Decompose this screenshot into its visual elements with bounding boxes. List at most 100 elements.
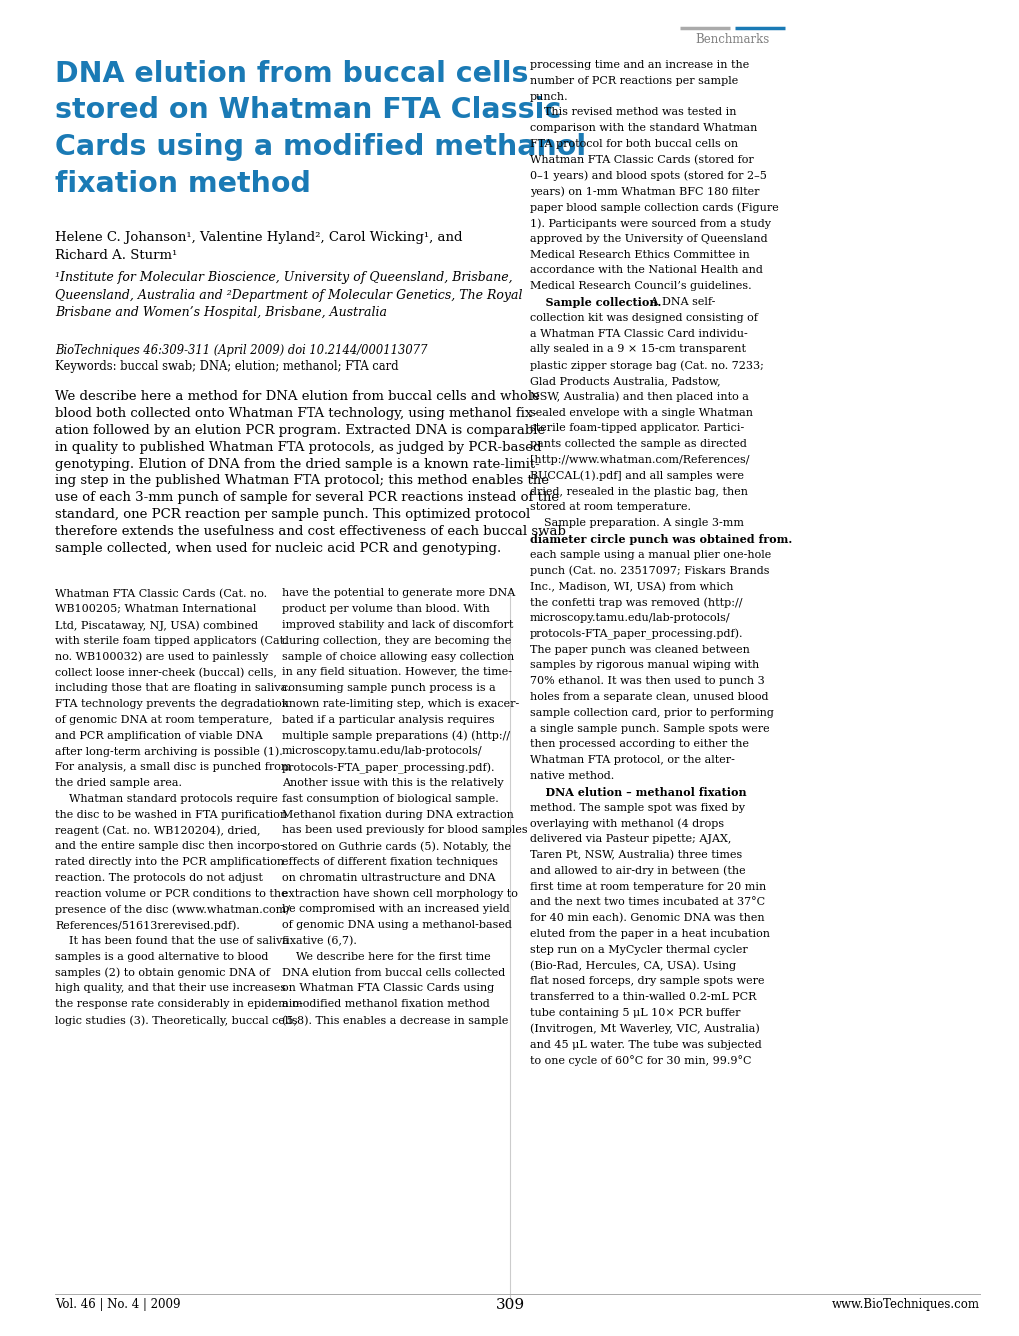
Text: For analysis, a small disc is punched from: For analysis, a small disc is punched fr… xyxy=(55,763,291,772)
Text: DNA elution – methanol fixation: DNA elution – methanol fixation xyxy=(530,787,746,798)
Text: improved stability and lack of discomfort: improved stability and lack of discomfor… xyxy=(281,620,513,631)
Text: (Invitrogen, Mt Waverley, VIC, Australia): (Invitrogen, Mt Waverley, VIC, Australia… xyxy=(530,1023,759,1034)
Text: standard, one PCR reaction per sample punch. This optimized protocol: standard, one PCR reaction per sample pu… xyxy=(55,508,530,521)
Text: transferred to a thin-walled 0.2-mL PCR: transferred to a thin-walled 0.2-mL PCR xyxy=(530,993,756,1002)
Text: A DNA self-: A DNA self- xyxy=(646,297,714,307)
Text: of genomic DNA at room temperature,: of genomic DNA at room temperature, xyxy=(55,715,272,725)
Text: extraction have shown cell morphology to: extraction have shown cell morphology to xyxy=(281,888,518,899)
Text: Brisbane and Women’s Hospital, Brisbane, Australia: Brisbane and Women’s Hospital, Brisbane,… xyxy=(55,306,386,319)
Text: FTA protocol for both buccal cells on: FTA protocol for both buccal cells on xyxy=(530,139,738,150)
Text: pants collected the sample as directed: pants collected the sample as directed xyxy=(530,440,746,449)
Text: punch.: punch. xyxy=(530,92,568,102)
Text: protocols-FTA_paper_processing.pdf).: protocols-FTA_paper_processing.pdf). xyxy=(530,629,743,640)
Text: and PCR amplification of viable DNA: and PCR amplification of viable DNA xyxy=(55,731,263,740)
Text: including those that are floating in saliva.: including those that are floating in sal… xyxy=(55,683,290,693)
Text: Keywords: buccal swab; DNA; elution; methanol; FTA card: Keywords: buccal swab; DNA; elution; met… xyxy=(55,361,398,374)
Text: to one cycle of 60°C for 30 min, 99.9°C: to one cycle of 60°C for 30 min, 99.9°C xyxy=(530,1055,751,1066)
Text: each sample using a manual plier one-hole: each sample using a manual plier one-hol… xyxy=(530,550,770,560)
Text: FTA technology prevents the degradation: FTA technology prevents the degradation xyxy=(55,699,288,709)
Text: fixative (6,7).: fixative (6,7). xyxy=(281,937,357,946)
Text: Taren Pt, NSW, Australia) three times: Taren Pt, NSW, Australia) three times xyxy=(530,850,742,860)
Text: We describe here for the first time: We describe here for the first time xyxy=(281,951,490,962)
Text: Benchmarks: Benchmarks xyxy=(694,33,768,45)
Text: punch (Cat. no. 23517097; Fiskars Brands: punch (Cat. no. 23517097; Fiskars Brands xyxy=(530,565,768,576)
Text: therefore extends the usefulness and cost effectiveness of each buccal swab: therefore extends the usefulness and cos… xyxy=(55,525,566,538)
Text: a single sample punch. Sample spots were: a single sample punch. Sample spots were xyxy=(530,724,769,733)
Text: 0–1 years) and blood spots (stored for 2–5: 0–1 years) and blood spots (stored for 2… xyxy=(530,171,766,182)
Text: effects of different fixation techniques: effects of different fixation techniques xyxy=(281,858,497,867)
Text: multiple sample preparations (4) (http://: multiple sample preparations (4) (http:/… xyxy=(281,731,510,741)
Text: genotyping. Elution of DNA from the dried sample is a known rate-limit-: genotyping. Elution of DNA from the drie… xyxy=(55,458,539,470)
Text: stored on Whatman FTA Classic: stored on Whatman FTA Classic xyxy=(55,96,560,124)
Text: the response rate considerably in epidemio-: the response rate considerably in epidem… xyxy=(55,999,303,1009)
Text: microscopy.tamu.edu/lab-protocols/: microscopy.tamu.edu/lab-protocols/ xyxy=(281,747,482,756)
Text: of genomic DNA using a methanol-based: of genomic DNA using a methanol-based xyxy=(281,921,512,930)
Text: plastic zipper storage bag (Cat. no. 7233;: plastic zipper storage bag (Cat. no. 723… xyxy=(530,361,763,371)
Text: bated if a particular analysis requires: bated if a particular analysis requires xyxy=(281,715,494,725)
Text: NSW, Australia) and then placed into a: NSW, Australia) and then placed into a xyxy=(530,391,748,402)
Text: microscopy.tamu.edu/lab-protocols/: microscopy.tamu.edu/lab-protocols/ xyxy=(530,613,730,623)
Text: References/51613rerevised.pdf).: References/51613rerevised.pdf). xyxy=(55,921,239,931)
Text: samples is a good alternative to blood: samples is a good alternative to blood xyxy=(55,951,268,962)
Text: and the entire sample disc then incorpo-: and the entire sample disc then incorpo- xyxy=(55,842,283,851)
Text: the confetti trap was removed (http://: the confetti trap was removed (http:// xyxy=(530,597,742,608)
Text: and the next two times incubated at 37°C: and the next two times incubated at 37°C xyxy=(530,898,764,907)
Text: in quality to published Whatman FTA protocols, as judged by PCR-based: in quality to published Whatman FTA prot… xyxy=(55,441,541,454)
Text: presence of the disc (www.whatman.com/: presence of the disc (www.whatman.com/ xyxy=(55,904,289,915)
Text: ing step in the published Whatman FTA protocol; this method enables the: ing step in the published Whatman FTA pr… xyxy=(55,474,548,488)
Text: and allowed to air-dry in between (the: and allowed to air-dry in between (the xyxy=(530,866,745,876)
Text: fast consumption of biological sample.: fast consumption of biological sample. xyxy=(281,794,498,804)
Text: eluted from the paper in a heat incubation: eluted from the paper in a heat incubati… xyxy=(530,929,769,939)
Text: www.BioTechniques.com: www.BioTechniques.com xyxy=(832,1299,979,1311)
Text: Medical Research Council’s guidelines.: Medical Research Council’s guidelines. xyxy=(530,281,751,291)
Text: reaction. The protocols do not adjust: reaction. The protocols do not adjust xyxy=(55,872,263,883)
Text: WB100205; Whatman International: WB100205; Whatman International xyxy=(55,604,256,615)
Text: accordance with the National Health and: accordance with the National Health and xyxy=(530,266,762,275)
Text: sealed envelope with a single Whatman: sealed envelope with a single Whatman xyxy=(530,407,752,418)
Text: known rate-limiting step, which is exacer-: known rate-limiting step, which is exace… xyxy=(281,699,519,709)
Text: DNA elution from buccal cells: DNA elution from buccal cells xyxy=(55,60,528,88)
Text: samples by rigorous manual wiping with: samples by rigorous manual wiping with xyxy=(530,660,758,671)
Text: Whatman standard protocols require: Whatman standard protocols require xyxy=(55,794,277,804)
Text: Medical Research Ethics Committee in: Medical Research Ethics Committee in xyxy=(530,250,749,259)
Text: sample collected, when used for nucleic acid PCR and genotyping.: sample collected, when used for nucleic … xyxy=(55,541,500,554)
Text: during collection, they are becoming the: during collection, they are becoming the xyxy=(281,636,511,645)
Text: be compromised with an increased yield: be compromised with an increased yield xyxy=(281,904,510,915)
Text: after long-term archiving is possible (1).: after long-term archiving is possible (1… xyxy=(55,747,282,758)
Text: a modified methanol fixation method: a modified methanol fixation method xyxy=(281,999,489,1009)
Text: diameter circle punch was obtained from.: diameter circle punch was obtained from. xyxy=(530,534,792,545)
Text: processing time and an increase in the: processing time and an increase in the xyxy=(530,60,749,69)
Text: Richard A. Sturm¹: Richard A. Sturm¹ xyxy=(55,250,177,262)
Text: on Whatman FTA Classic Cards using: on Whatman FTA Classic Cards using xyxy=(281,983,494,994)
Text: with sterile foam tipped applicators (Cat.: with sterile foam tipped applicators (Ca… xyxy=(55,636,287,647)
Text: dried, resealed in the plastic bag, then: dried, resealed in the plastic bag, then xyxy=(530,486,747,497)
Text: consuming sample punch process is a: consuming sample punch process is a xyxy=(281,683,495,693)
Text: on chromatin ultrastructure and DNA: on chromatin ultrastructure and DNA xyxy=(281,872,495,883)
Text: This revised method was tested in: This revised method was tested in xyxy=(530,107,736,118)
Text: Sample preparation. A single 3-mm: Sample preparation. A single 3-mm xyxy=(530,518,743,528)
Text: the disc to be washed in FTA purification: the disc to be washed in FTA purificatio… xyxy=(55,810,286,820)
Text: holes from a separate clean, unused blood: holes from a separate clean, unused bloo… xyxy=(530,692,767,701)
Text: BioTechniques 46:309-311 (April 2009) doi 10.2144/000113077: BioTechniques 46:309-311 (April 2009) do… xyxy=(55,343,427,357)
Text: Queensland, Australia and ²Department of Molecular Genetics, The Royal: Queensland, Australia and ²Department of… xyxy=(55,289,522,302)
Text: blood both collected onto Whatman FTA technology, using methanol fix-: blood both collected onto Whatman FTA te… xyxy=(55,407,536,421)
Text: method. The sample spot was fixed by: method. The sample spot was fixed by xyxy=(530,803,744,812)
Text: sample of choice allowing easy collection: sample of choice allowing easy collectio… xyxy=(281,652,514,661)
Text: use of each 3-mm punch of sample for several PCR reactions instead of the: use of each 3-mm punch of sample for sev… xyxy=(55,492,558,504)
Text: logic studies (3). Theoretically, buccal cells: logic studies (3). Theoretically, buccal… xyxy=(55,1015,298,1026)
Text: product per volume than blood. With: product per volume than blood. With xyxy=(281,604,489,615)
Text: Whatman FTA protocol, or the alter-: Whatman FTA protocol, or the alter- xyxy=(530,755,734,766)
Text: approved by the University of Queensland: approved by the University of Queensland xyxy=(530,234,767,243)
Text: no. WB100032) are used to painlessly: no. WB100032) are used to painlessly xyxy=(55,652,268,663)
Text: delivered via Pasteur pipette; AJAX,: delivered via Pasteur pipette; AJAX, xyxy=(530,834,731,844)
Text: first time at room temperature for 20 min: first time at room temperature for 20 mi… xyxy=(530,882,765,891)
Text: comparison with the standard Whatman: comparison with the standard Whatman xyxy=(530,123,757,134)
Text: 1). Participants were sourced from a study: 1). Participants were sourced from a stu… xyxy=(530,218,770,228)
Text: ation followed by an elution PCR program. Extracted DNA is comparable: ation followed by an elution PCR program… xyxy=(55,424,545,437)
Text: 309: 309 xyxy=(495,1299,524,1312)
Text: sample collection card, prior to performing: sample collection card, prior to perform… xyxy=(530,708,773,717)
Text: Vol. 46 | No. 4 | 2009: Vol. 46 | No. 4 | 2009 xyxy=(55,1299,180,1311)
Text: collect loose inner-cheek (buccal) cells,: collect loose inner-cheek (buccal) cells… xyxy=(55,668,276,677)
Text: the dried sample area.: the dried sample area. xyxy=(55,778,181,788)
Text: have the potential to generate more DNA: have the potential to generate more DNA xyxy=(281,588,515,599)
